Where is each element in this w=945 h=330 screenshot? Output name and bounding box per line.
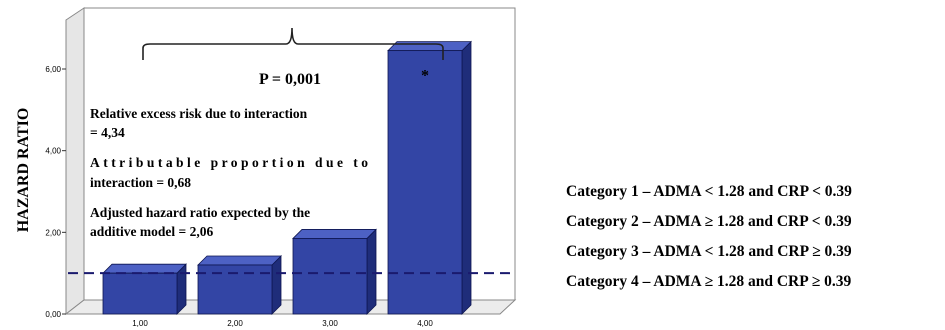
bracket-brace (142, 27, 444, 60)
bar-4-significance-star: * (421, 68, 429, 85)
bar-top (197, 255, 282, 266)
bar-front (102, 272, 178, 315)
annotation-adjusted-hr-line2: additive model = 2,06 (90, 224, 213, 239)
bar-3: 3,00 (292, 228, 377, 328)
y-tick-label: 4,00 (45, 147, 61, 156)
p-value-label: P = 0,001 (259, 71, 321, 88)
bar-side (366, 228, 377, 315)
x-tick-label: 3,00 (322, 319, 338, 328)
x-tick-label: 2,00 (227, 319, 243, 328)
category-legend: Category 1 – ADMA < 1.28 and CRP < 0.39 … (566, 177, 852, 297)
y-tick-label: 2,00 (45, 228, 61, 237)
legend-item-category-2: Category 2 – ADMA ≥ 1.28 and CRP < 0.39 (566, 213, 852, 230)
bar-front (292, 238, 368, 315)
legend-item-category-3: Category 3 – ADMA < 1.28 and CRP ≥ 0.39 (566, 243, 852, 260)
annotation-adjusted-hr-line1: Adjusted hazard ratio expected by the (90, 205, 310, 220)
bar-front (387, 50, 463, 315)
annotation-rer-line2: = 4,34 (90, 125, 125, 140)
plot-left-side-wall (65, 7, 85, 316)
annotation-ap-line2: interaction = 0,68 (90, 175, 191, 190)
bar-top (102, 263, 187, 274)
y-axis-label: HAZARD RATIO (15, 108, 32, 233)
bar-2: 2,00 (197, 255, 282, 328)
y-axis-ticks: 0,00 2,00 4,00 6,00 (45, 65, 66, 319)
bar-side (271, 255, 282, 315)
y-tick-label: 6,00 (45, 65, 61, 74)
x-tick-label: 4,00 (417, 319, 433, 328)
y-tick-label: 0,00 (45, 310, 61, 319)
legend-item-category-1: Category 1 – ADMA < 1.28 and CRP < 0.39 (566, 183, 852, 200)
bar-top (292, 229, 377, 239)
bar-1: 1,00 (102, 263, 187, 328)
x-tick-label: 1,00 (132, 319, 148, 328)
bars: 1,00 2,00 3,00 4,00 (102, 40, 472, 328)
bar-4: 4,00 (387, 40, 472, 328)
legend-item-category-4: Category 4 – ADMA ≥ 1.28 and CRP ≥ 0.39 (566, 273, 852, 290)
bar-top (387, 41, 472, 52)
annotation-rer-line1: Relative excess risk due to interaction (90, 106, 308, 121)
